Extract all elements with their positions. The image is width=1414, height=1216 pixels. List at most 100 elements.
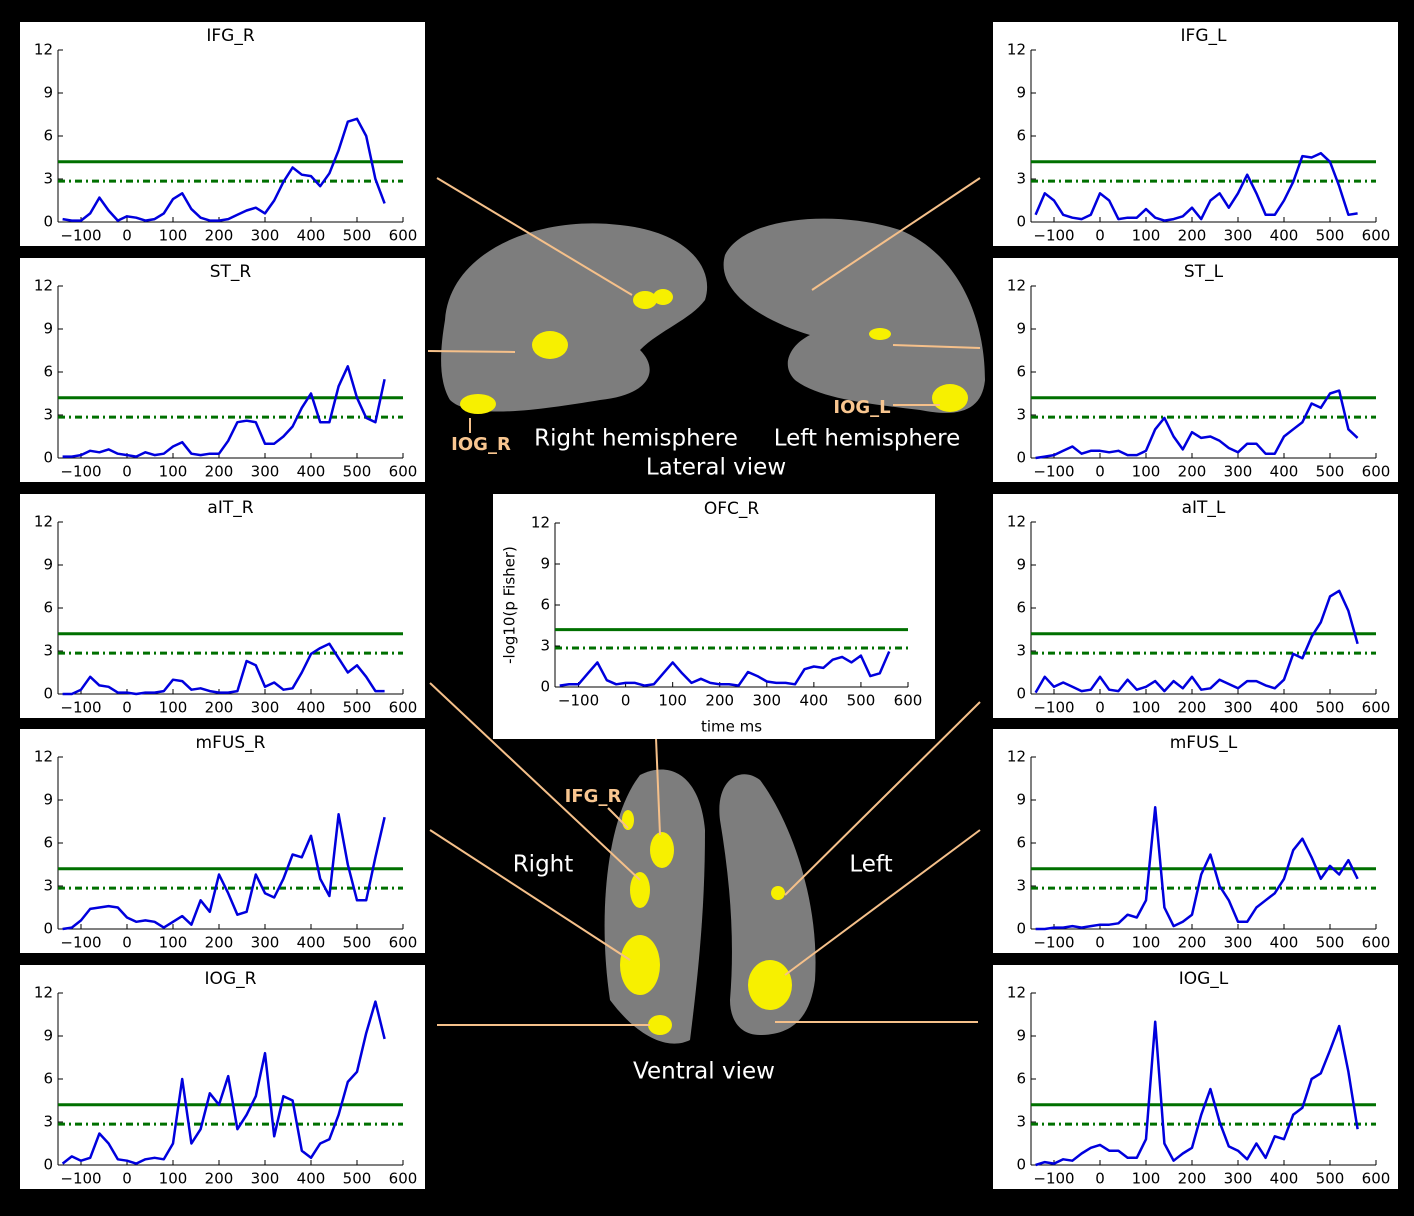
x-tick-label: 0: [621, 692, 631, 710]
x-tick-label: 0: [1095, 463, 1105, 481]
x-tick-label: 100: [658, 692, 687, 710]
y-tick-label: 9: [1016, 320, 1026, 338]
y-tick-label: 6: [43, 1070, 53, 1088]
panel-background: [993, 494, 1398, 718]
y-tick-label: 0: [1016, 920, 1026, 938]
x-tick-label: 200: [1178, 1170, 1207, 1188]
x-tick-label: 400: [1270, 227, 1299, 245]
x-tick-label: 300: [251, 463, 280, 481]
y-tick-label: 6: [43, 599, 53, 617]
panel-background: [993, 965, 1398, 1189]
x-tick-label: 0: [1095, 227, 1105, 245]
x-tick-label: 300: [1224, 1170, 1253, 1188]
chart-title: IFG_L: [1181, 26, 1227, 46]
y-tick-label: 0: [43, 213, 53, 231]
x-tick-label: 0: [122, 699, 132, 717]
x-tick-label: 300: [251, 699, 280, 717]
x-tick-label: 300: [1224, 227, 1253, 245]
x-tick-label: 500: [1316, 227, 1345, 245]
x-tick-label: 200: [205, 934, 234, 952]
x-tick-label: 500: [847, 692, 876, 710]
x-tick-label: 200: [1178, 699, 1207, 717]
region-label: IFG_R: [565, 786, 622, 807]
x-tick-label: 0: [122, 1170, 132, 1188]
x-tick-label: 600: [389, 699, 418, 717]
y-tick-label: 12: [1007, 513, 1026, 531]
x-tick-label: 600: [1362, 463, 1391, 481]
x-tick-label: 600: [1362, 699, 1391, 717]
y-tick-label: 3: [43, 1113, 53, 1131]
x-tick-label: 600: [1362, 934, 1391, 952]
chart-title: IFG_R: [206, 26, 254, 46]
y-tick-label: 12: [1007, 41, 1026, 59]
y-tick-label: 9: [43, 1027, 53, 1045]
x-tick-label: 400: [297, 227, 326, 245]
brain-label: Right: [513, 852, 574, 878]
y-tick-label: 9: [540, 555, 550, 573]
panel-background: [20, 494, 425, 718]
x-tick-label: 0: [1095, 699, 1105, 717]
x-tick-label: 600: [1362, 227, 1391, 245]
y-tick-label: 3: [1016, 642, 1026, 660]
x-tick-label: 500: [343, 227, 372, 245]
region-label: IOG_R: [451, 434, 511, 455]
chart-title: ST_L: [1184, 262, 1224, 282]
y-tick-label: 12: [34, 277, 53, 295]
brain-label: Left hemisphere: [774, 426, 961, 452]
y-tick-label: 9: [43, 791, 53, 809]
y-tick-label: 6: [540, 596, 550, 614]
y-tick-label: 0: [43, 449, 53, 467]
y-tick-label: 6: [1016, 834, 1026, 852]
chart-title: mFUS_R: [196, 733, 266, 753]
x-tick-label: 400: [297, 463, 326, 481]
x-tick-label: −100: [558, 692, 599, 710]
y-tick-label: 3: [43, 170, 53, 188]
brain-label: Left: [849, 852, 892, 878]
x-tick-label: 100: [1132, 699, 1161, 717]
y-tick-label: 9: [43, 84, 53, 102]
x-tick-label: 600: [389, 934, 418, 952]
brain-label: Right hemisphere: [534, 426, 738, 452]
chart-panel: ST_L036912−1000100200300400500600: [993, 258, 1398, 482]
x-tick-label: 0: [1095, 934, 1105, 952]
y-tick-label: 3: [1016, 877, 1026, 895]
y-tick-label: 3: [1016, 1113, 1026, 1131]
y-tick-label: 12: [34, 984, 53, 1002]
x-tick-label: 500: [1316, 699, 1345, 717]
x-tick-label: 100: [1132, 1170, 1161, 1188]
x-tick-label: 600: [389, 1170, 418, 1188]
x-tick-label: 400: [1270, 463, 1299, 481]
x-tick-label: 0: [122, 227, 132, 245]
x-tick-label: 200: [1178, 227, 1207, 245]
x-tick-label: −100: [1033, 1170, 1074, 1188]
y-tick-label: 3: [540, 637, 550, 655]
chart-panel: IOG_R036912−1000100200300400500600: [20, 965, 425, 1189]
y-tick-label: 6: [1016, 127, 1026, 145]
x-tick-label: 200: [205, 1170, 234, 1188]
y-tick-label: 0: [43, 685, 53, 703]
x-tick-label: 200: [1178, 463, 1207, 481]
x-tick-label: 200: [205, 227, 234, 245]
x-tick-label: 300: [1224, 699, 1253, 717]
y-tick-label: 12: [1007, 277, 1026, 295]
y-tick-label: 3: [43, 642, 53, 660]
panel-background: [20, 965, 425, 1189]
x-tick-label: −100: [1033, 463, 1074, 481]
y-tick-label: 0: [43, 920, 53, 938]
x-axis-label: time ms: [701, 718, 762, 736]
x-tick-label: −100: [60, 463, 101, 481]
y-tick-label: 12: [34, 748, 53, 766]
x-tick-label: 100: [159, 934, 188, 952]
chart-title: ST_R: [210, 262, 252, 282]
chart-title: aIT_L: [1182, 498, 1226, 518]
y-tick-label: 12: [1007, 748, 1026, 766]
x-tick-label: 500: [343, 699, 372, 717]
x-tick-label: 300: [1224, 934, 1253, 952]
x-tick-label: 100: [159, 227, 188, 245]
x-tick-label: 400: [800, 692, 829, 710]
